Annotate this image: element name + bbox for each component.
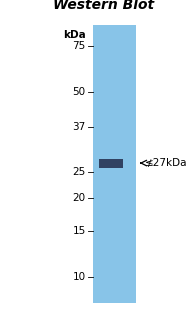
Text: 37: 37 xyxy=(73,122,86,132)
Text: 50: 50 xyxy=(73,87,86,97)
Text: kDa: kDa xyxy=(63,30,86,40)
Text: 20: 20 xyxy=(73,193,86,202)
Text: 25: 25 xyxy=(73,167,86,177)
Text: 75: 75 xyxy=(73,41,86,51)
Text: ≰27kDa: ≰27kDa xyxy=(145,158,188,168)
Bar xyxy=(99,159,123,167)
Text: 10: 10 xyxy=(73,272,86,282)
Text: 15: 15 xyxy=(73,226,86,235)
Bar xyxy=(93,25,136,303)
Text: Western Blot: Western Blot xyxy=(53,0,154,12)
